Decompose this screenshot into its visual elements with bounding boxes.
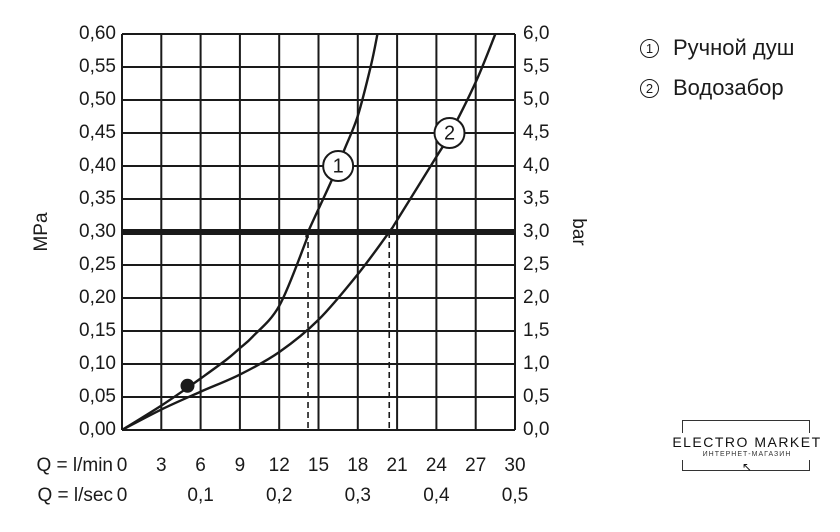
legend: 1 Ручной душ 2 Водозабор — [640, 28, 794, 108]
chart-series: 12 — [121, 33, 515, 432]
y-tick-label-left: 0,45 — [79, 122, 116, 143]
x-tick-label-lsec: 0 — [117, 485, 128, 506]
chart-ticks: 0,000,050,100,150,200,250,300,350,400,45… — [79, 23, 549, 506]
y-axis-title-left: MPa — [31, 212, 52, 252]
circled-number-1-icon: 1 — [640, 38, 659, 58]
x-tick-label-lmin: 9 — [235, 455, 246, 476]
logo-subtext: ИНТЕРНЕТ-МАГАЗИН — [702, 451, 792, 458]
y-tick-label-left: 0,40 — [79, 155, 116, 176]
y-tick-label-right: 5,5 — [523, 56, 549, 77]
logo-frame-top — [682, 420, 810, 433]
y-tick-label-left: 0,35 — [79, 188, 116, 209]
x-tick-label-lmin: 6 — [195, 455, 206, 476]
x-tick-label-lmin: 12 — [269, 455, 290, 476]
series-label-2: 2 — [444, 122, 455, 144]
x-tick-label-lmin: 21 — [387, 455, 408, 476]
y-tick-label-right: 3,5 — [523, 188, 549, 209]
marker-point — [180, 378, 195, 393]
y-tick-label-left: 0,50 — [79, 89, 116, 110]
y-tick-label-left: 0,55 — [79, 56, 116, 77]
x-tick-label-lmin: 30 — [504, 455, 525, 476]
y-tick-label-right: 0,0 — [523, 419, 549, 440]
y-tick-label-left: 0,15 — [79, 320, 116, 341]
x-tick-label-lmin: 0 — [117, 455, 128, 476]
x-tick-label-lmin: 27 — [465, 455, 486, 476]
y-tick-label-right: 5,0 — [523, 89, 549, 110]
y-tick-label-left: 0,05 — [79, 386, 116, 407]
y-axis-title-right: bar — [568, 218, 589, 246]
x-tick-label-lsec: 0,3 — [345, 485, 371, 506]
cursor-arrow-icon: ↖ — [742, 460, 753, 474]
x-tick-label-lmin: 3 — [156, 455, 167, 476]
y-tick-label-right: 3,0 — [523, 221, 549, 242]
y-tick-label-left: 0,30 — [79, 221, 116, 242]
logo-text: ELECTRO MARKET — [672, 434, 822, 450]
y-tick-label-right: 1,5 — [523, 320, 549, 341]
legend-item-2: 2 Водозабор — [640, 68, 794, 108]
x-axis-title-lmin: Q = l/min — [36, 455, 113, 476]
x-tick-label-lsec: 0,5 — [502, 485, 528, 506]
electro-market-logo: ELECTRO MARKET ИНТЕРНЕТ-МАГАЗИН ↖ — [668, 420, 826, 482]
y-tick-label-right: 0,5 — [523, 386, 549, 407]
y-tick-label-right: 1,0 — [523, 353, 549, 374]
y-tick-label-left: 0,00 — [79, 419, 116, 440]
y-tick-label-left: 0,60 — [79, 23, 116, 44]
legend-label-2: Водозабор — [673, 75, 784, 100]
y-tick-label-right: 6,0 — [523, 23, 549, 44]
legend-label-1: Ручной душ — [673, 35, 795, 60]
circled-number-2-icon: 2 — [640, 78, 659, 98]
y-tick-label-left: 0,20 — [79, 287, 116, 308]
x-tick-label-lsec: 0,4 — [423, 485, 450, 506]
y-tick-label-right: 2,5 — [523, 254, 549, 275]
x-tick-label-lmin: 18 — [347, 455, 368, 476]
series-label-1: 1 — [333, 155, 344, 177]
y-tick-label-left: 0,25 — [79, 254, 116, 275]
series-label-circle-1 — [322, 150, 355, 182]
legend-item-1: 1 Ручной душ — [640, 28, 794, 68]
logo-frame-bottom — [682, 460, 810, 471]
x-tick-label-lsec: 0,1 — [187, 485, 213, 506]
chart-guides — [307, 232, 391, 430]
x-tick-label-lsec: 0,2 — [266, 485, 292, 506]
x-tick-label-lmin: 15 — [308, 455, 329, 476]
x-axis-title-lsec: Q = l/sec — [38, 485, 114, 506]
x-tick-label-lmin: 24 — [426, 455, 448, 476]
y-tick-label-right: 2,0 — [523, 287, 549, 308]
y-tick-label-right: 4,0 — [523, 155, 549, 176]
y-tick-label-right: 4,5 — [523, 122, 549, 143]
y-tick-label-left: 0,10 — [79, 353, 116, 374]
series-label-circle-2 — [433, 117, 466, 149]
